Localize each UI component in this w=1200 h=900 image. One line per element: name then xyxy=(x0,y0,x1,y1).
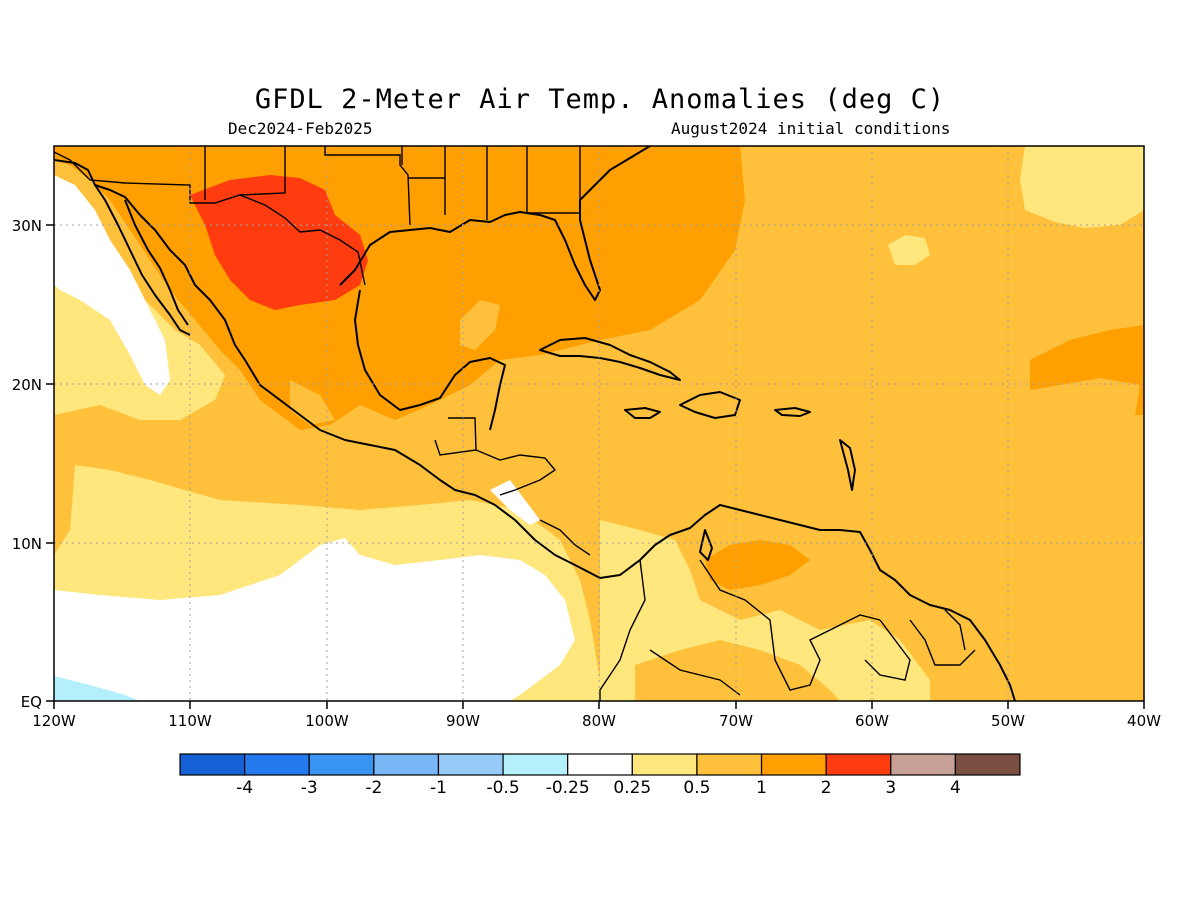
colorbar-swatch xyxy=(179,753,246,776)
colorbar-swatch xyxy=(437,753,504,776)
colorbar-swatch xyxy=(890,753,956,776)
colorbar-label: 2 xyxy=(821,778,832,798)
x-tick-label: 50W xyxy=(991,712,1025,730)
field-0.25-0.5-spot xyxy=(888,235,930,265)
colorbar-label: -0.5 xyxy=(486,778,519,798)
colorbar-label: -3 xyxy=(301,778,318,798)
colorbar-swatch xyxy=(696,753,763,776)
y-tick-label: 20N xyxy=(12,376,42,394)
field-near-zero-panama xyxy=(490,480,540,525)
initial-conditions-label: August2024 initial conditions xyxy=(671,119,951,138)
colorbar-label: -1 xyxy=(430,778,447,798)
gridlines xyxy=(54,146,1144,701)
y-tick-label: 30N xyxy=(12,217,42,235)
season-label: Dec2024-Feb2025 xyxy=(228,119,373,138)
map-title: GFDL 2-Meter Air Temp. Anomalies (deg C) xyxy=(254,84,946,115)
colorbar-swatch xyxy=(760,753,827,776)
x-tick-label: 60W xyxy=(855,712,889,730)
colorbar-swatch xyxy=(954,753,1021,776)
colorbar-swatch xyxy=(631,753,698,776)
field-2-3 xyxy=(190,175,368,310)
field-1-2-east xyxy=(1030,325,1144,415)
x-tick-label: 110W xyxy=(168,712,212,730)
x-tick-label: 90W xyxy=(446,712,480,730)
x-tick-label: 70W xyxy=(719,712,753,730)
y-tick-label: 10N xyxy=(12,535,42,553)
colorbar-swatch xyxy=(308,753,375,776)
x-tick-label: 40W xyxy=(1127,712,1161,730)
colorbar-swatch xyxy=(825,753,892,776)
field-near-zero-south xyxy=(54,538,575,701)
y-tick-label: EQ xyxy=(21,693,42,711)
colorbar-label: -4 xyxy=(236,778,253,798)
x-tick-label: 100W xyxy=(305,712,349,730)
colorbar-swatch xyxy=(502,753,569,776)
colorbar xyxy=(179,753,1021,776)
field-0.5-1-mexico-coast xyxy=(290,380,335,425)
x-tick-label: 80W xyxy=(582,712,616,730)
field-0.25-0.5-northeast xyxy=(1020,146,1144,228)
field-1-2-venezuela xyxy=(705,540,810,590)
colorbar-label: -0.25 xyxy=(546,778,590,798)
field-0.5-1-amazon xyxy=(635,640,840,701)
field-near-zero-baja xyxy=(54,175,170,395)
y-axis-labels: EQ 10N 20N 30N xyxy=(12,217,42,711)
colorbar-swatch xyxy=(244,753,310,776)
colorbar-label: 0.25 xyxy=(613,778,651,798)
colorbar-label: -2 xyxy=(365,778,382,798)
colorbar-swatch xyxy=(567,753,633,776)
colorbar-labels: -4 -3 -2 -1 -0.5 -0.25 0.25 0.5 1 2 3 4 xyxy=(236,778,961,798)
field-negative-corner xyxy=(54,676,140,701)
anomaly-fields xyxy=(54,146,1144,701)
colorbar-swatch xyxy=(373,753,440,776)
colorbar-label: 0.5 xyxy=(683,778,710,798)
colorbar-label: 4 xyxy=(950,778,961,798)
axis-ticks xyxy=(46,224,1145,709)
colorbar-label: 1 xyxy=(756,778,767,798)
coastlines xyxy=(54,146,1016,701)
field-0.5-1-gulf xyxy=(460,300,500,350)
x-tick-label: 120W xyxy=(32,712,76,730)
colorbar-label: 3 xyxy=(885,778,896,798)
x-axis-labels: 120W 110W 100W 90W 80W 70W 60W 50W 40W xyxy=(32,712,1161,730)
